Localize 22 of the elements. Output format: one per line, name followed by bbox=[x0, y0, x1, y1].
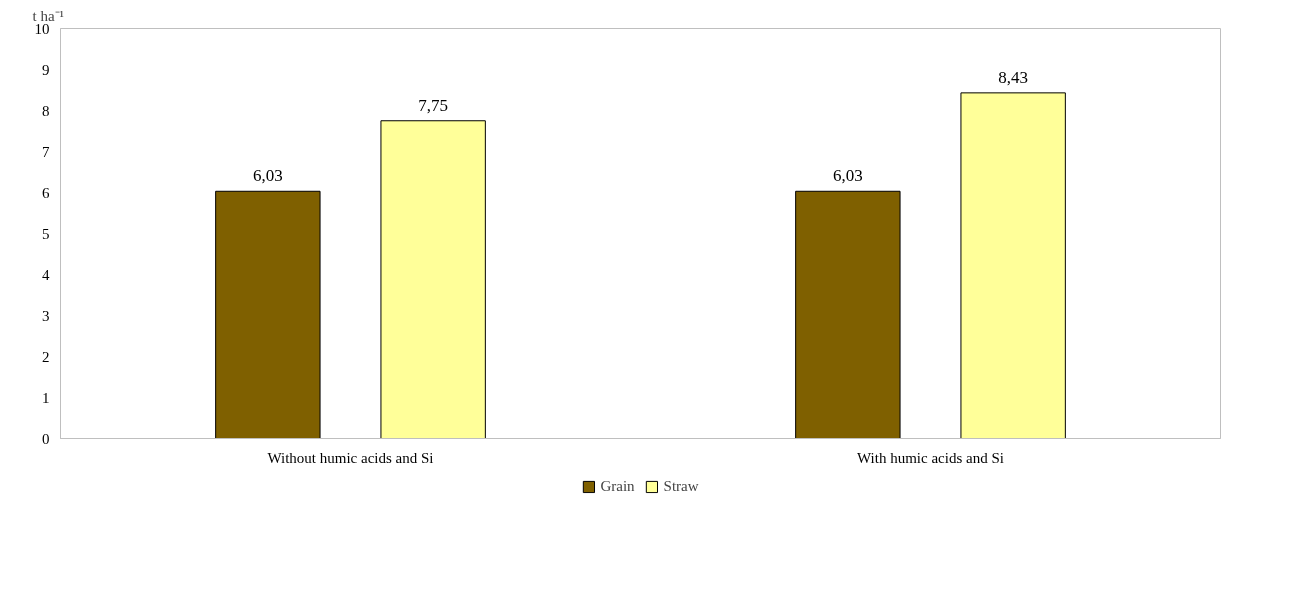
bar bbox=[215, 190, 321, 439]
y-tick-label: 9 bbox=[42, 61, 50, 78]
y-tick-label: 5 bbox=[42, 225, 50, 242]
y-tick-label: 1 bbox=[42, 389, 50, 406]
y-tick-label: 7 bbox=[42, 143, 50, 160]
legend-label: Straw bbox=[663, 477, 699, 495]
y-tick-label: 3 bbox=[42, 307, 50, 324]
data-label: 7,75 bbox=[418, 95, 449, 115]
legend-label: Grain bbox=[600, 477, 635, 495]
data-label: 8,43 bbox=[998, 67, 1029, 87]
y-tick-label: 8 bbox=[42, 102, 50, 119]
bar bbox=[795, 190, 901, 439]
x-tick-label: Without humic acids and Si bbox=[267, 449, 434, 466]
bar bbox=[380, 120, 486, 439]
y-tick-label: 6 bbox=[42, 184, 50, 201]
y-tick-label: 2 bbox=[42, 348, 50, 365]
data-label: 6,03 bbox=[252, 166, 283, 186]
y-tick-label: 4 bbox=[42, 266, 50, 283]
x-tick-label: With humic acids and Si bbox=[857, 449, 1004, 466]
y-tick-label: 0 bbox=[42, 430, 50, 447]
data-label: 6,03 bbox=[832, 166, 863, 186]
bar bbox=[960, 92, 1066, 439]
